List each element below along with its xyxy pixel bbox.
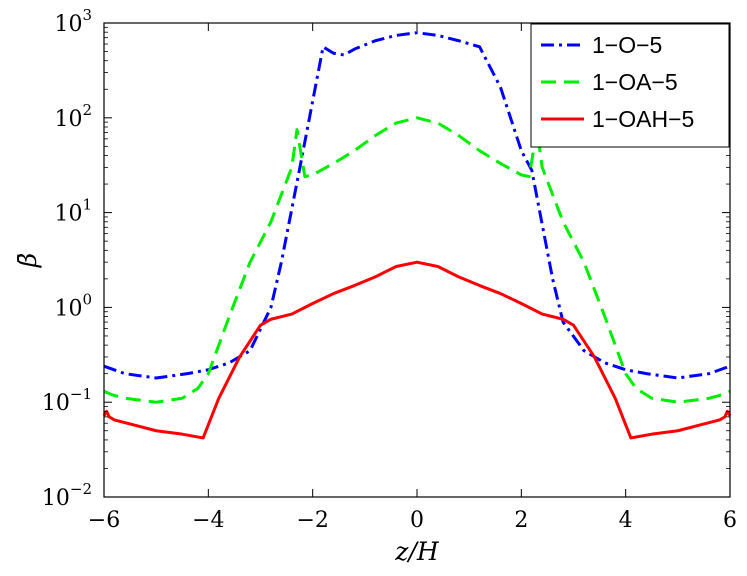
x-tick-label: 2: [514, 508, 528, 533]
x-tick-label: −2: [296, 508, 328, 533]
series-layer: [102, 31, 732, 440]
legend-label-2: 1−OAH−5: [592, 106, 694, 132]
series-line-2: [102, 260, 732, 440]
y-tick-label: 10−2: [42, 480, 92, 511]
y-tick-label: 100: [54, 290, 92, 321]
x-axis-label: z/H: [394, 537, 440, 566]
x-tick-label: −6: [88, 508, 120, 533]
x-tick-label: 4: [619, 508, 633, 533]
legend-box: [530, 23, 730, 148]
y-axis-label: β̄: [13, 253, 42, 268]
series-line-1: [103, 116, 731, 404]
legend: 1−O−5 1−OA−5 1−OAH−5: [530, 23, 730, 148]
y-tick-label: 102: [54, 101, 92, 132]
y-tick-label: 10−1: [42, 385, 92, 416]
series-line-0: [103, 31, 731, 380]
x-tick-label: 6: [723, 508, 737, 533]
x-tick-label: 0: [410, 508, 424, 533]
legend-label-0: 1−O−5: [592, 32, 662, 58]
y-tick-label: 103: [54, 6, 92, 37]
y-tick-label: 101: [54, 196, 92, 227]
legend-label-1: 1−OA−5: [592, 69, 678, 95]
x-axis-ticks: −6 −4 −2 0 2 4 6: [88, 23, 737, 533]
x-tick-label: −4: [192, 508, 224, 533]
